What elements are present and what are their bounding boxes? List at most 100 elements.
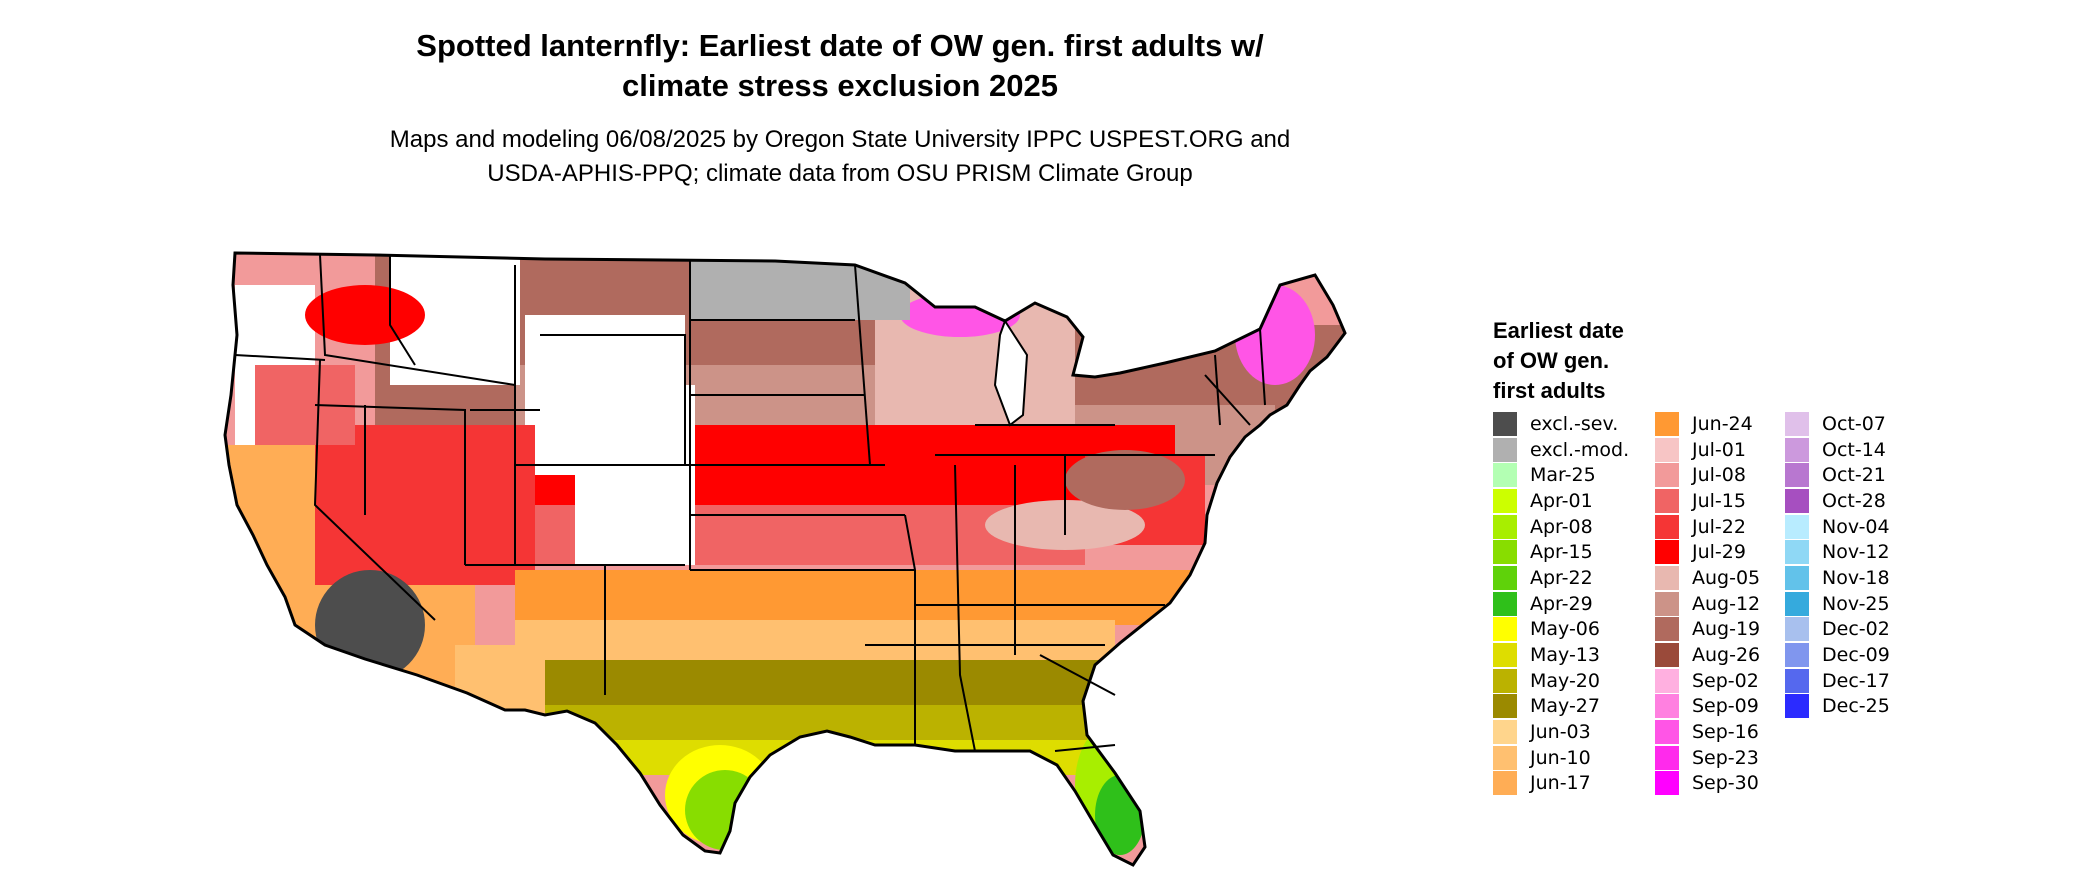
us-phenology-map <box>223 251 1347 867</box>
phenology-fill <box>225 253 1345 865</box>
legend-swatch <box>1493 565 1517 590</box>
legend-swatch <box>1785 617 1809 642</box>
legend-item: Dec-09 <box>1785 642 1890 668</box>
legend-item: Jun-03 <box>1493 719 1629 745</box>
legend-label: Nov-12 <box>1822 541 1890 564</box>
legend-item: Aug-26 <box>1655 642 1760 668</box>
legend-swatch <box>1493 488 1517 513</box>
legend-label: Aug-26 <box>1692 644 1761 667</box>
legend-label: Jul-29 <box>1692 541 1746 564</box>
legend-column: Jun-24 Jul-01 Jul-08 Jul-15 Jul-22 Jul-29 Aug-… <box>1655 411 1760 796</box>
legend-label: Oct-07 <box>1822 412 1886 435</box>
legend-label: Sep-16 <box>1692 721 1759 744</box>
legend-item: May-27 <box>1493 694 1629 720</box>
legend-label: Dec-25 <box>1822 695 1890 718</box>
legend-item: Sep-23 <box>1655 745 1760 771</box>
legend-item: excl.-mod. <box>1493 437 1629 463</box>
legend-label: Jun-17 <box>1530 772 1591 795</box>
legend-swatch <box>1655 771 1679 796</box>
legend-label: Sep-02 <box>1692 669 1759 692</box>
legend-label: Nov-18 <box>1822 566 1890 589</box>
legend-label: excl.-mod. <box>1530 438 1630 461</box>
legend-item: Oct-14 <box>1785 437 1890 463</box>
legend-label: Apr-22 <box>1530 566 1593 589</box>
legend-item: Apr-15 <box>1493 539 1629 565</box>
legend-swatch <box>1655 514 1679 539</box>
legend-swatch <box>1493 668 1517 693</box>
legend-swatch <box>1655 540 1679 565</box>
legend-label: Dec-09 <box>1822 644 1890 667</box>
legend-item: May-13 <box>1493 642 1629 668</box>
legend-item: Nov-25 <box>1785 591 1890 617</box>
legend-item: Apr-29 <box>1493 591 1629 617</box>
legend-swatch <box>1493 771 1517 796</box>
legend-item: May-06 <box>1493 617 1629 643</box>
map-title: Spotted lanternfly: Earliest date of OW … <box>280 26 1400 106</box>
legend-title-line: Earliest date <box>1493 318 1624 343</box>
legend-swatch <box>1655 720 1679 745</box>
legend-swatch <box>1785 514 1809 539</box>
legend-label: excl.-sev. <box>1530 412 1619 435</box>
legend-label: Dec-02 <box>1822 618 1890 641</box>
legend-label: Apr-29 <box>1530 592 1593 615</box>
legend-label: Mar-25 <box>1530 464 1596 487</box>
legend-label: Jun-10 <box>1530 746 1591 769</box>
legend-label: Jun-24 <box>1692 412 1753 435</box>
legend-swatch <box>1785 591 1809 616</box>
legend-item: Apr-22 <box>1493 565 1629 591</box>
legend-swatch <box>1493 540 1517 565</box>
legend-swatch <box>1785 540 1809 565</box>
us-outline <box>223 251 1347 867</box>
lake-michigan <box>993 318 1029 427</box>
legend-item: Aug-05 <box>1655 565 1760 591</box>
legend-item: Aug-19 <box>1655 617 1760 643</box>
subtitle-line-2: USDA-APHIS-PPQ; climate data from OSU PR… <box>487 160 1193 187</box>
legend-item: Sep-09 <box>1655 694 1760 720</box>
legend-swatch <box>1785 411 1809 436</box>
legend-label: Jul-01 <box>1692 438 1746 461</box>
legend-label: Sep-09 <box>1692 695 1759 718</box>
legend-title: Earliest date of OW gen. first adults <box>1493 316 1693 406</box>
legend-label: Oct-21 <box>1822 464 1886 487</box>
legend-item: Jul-22 <box>1655 514 1760 540</box>
legend-label: May-27 <box>1530 695 1600 718</box>
legend-title-line: first adults <box>1493 378 1606 403</box>
legend-item: Jun-24 <box>1655 411 1760 437</box>
legend-swatch <box>1785 643 1809 668</box>
legend-swatch <box>1655 488 1679 513</box>
legend-swatch <box>1655 745 1679 770</box>
legend-label: Jun-03 <box>1530 721 1591 744</box>
legend-label: Sep-30 <box>1692 772 1759 795</box>
legend-item: Jul-29 <box>1655 539 1760 565</box>
legend-swatch <box>1655 668 1679 693</box>
legend-swatch <box>1655 617 1679 642</box>
title-line-2: climate stress exclusion 2025 <box>622 68 1058 103</box>
legend-label: Jul-22 <box>1692 515 1746 538</box>
legend-label: Aug-05 <box>1692 566 1761 589</box>
legend-label: Apr-08 <box>1530 515 1593 538</box>
legend-swatch <box>1493 514 1517 539</box>
legend-item: Mar-25 <box>1493 462 1629 488</box>
legend-item: Jun-17 <box>1493 771 1629 797</box>
legend-label: Oct-14 <box>1822 438 1886 461</box>
legend-swatch <box>1493 617 1517 642</box>
legend-swatch <box>1785 463 1809 488</box>
legend-item: Nov-12 <box>1785 539 1890 565</box>
legend-item: Oct-07 <box>1785 411 1890 437</box>
legend-label: Jul-15 <box>1692 489 1746 512</box>
legend-item: Jul-15 <box>1655 488 1760 514</box>
legend-title-line: of OW gen. <box>1493 348 1610 373</box>
legend-label: Nov-04 <box>1822 515 1890 538</box>
legend-swatch <box>1493 694 1517 719</box>
legend-label: May-13 <box>1530 644 1600 667</box>
legend-item: Jul-01 <box>1655 437 1760 463</box>
legend-swatch <box>1655 591 1679 616</box>
legend-swatch <box>1493 745 1517 770</box>
legend-item: Dec-25 <box>1785 694 1890 720</box>
legend-item: Dec-02 <box>1785 617 1890 643</box>
state-boundaries <box>234 254 1266 752</box>
legend-swatch <box>1655 694 1679 719</box>
legend-swatch <box>1655 411 1679 436</box>
legend-swatch <box>1655 565 1679 590</box>
legend-swatch <box>1493 720 1517 745</box>
